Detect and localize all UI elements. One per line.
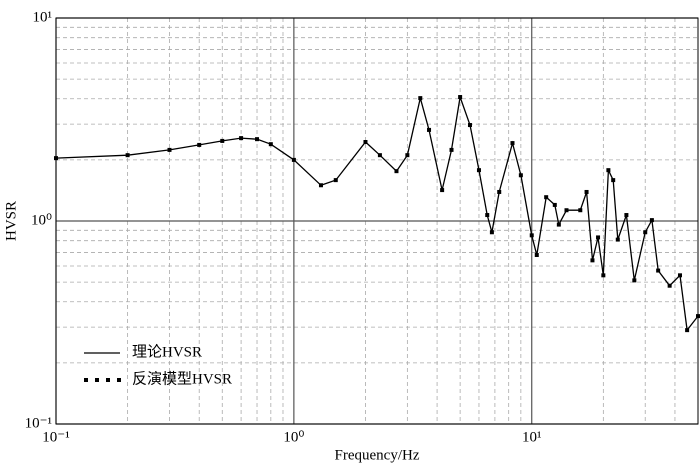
- data-point: [611, 178, 616, 183]
- data-point: [427, 127, 432, 132]
- data-point: [449, 147, 454, 152]
- data-point: [606, 168, 611, 173]
- data-point: [458, 95, 463, 100]
- data-point: [476, 168, 481, 173]
- data-point: [529, 233, 534, 238]
- data-point: [649, 218, 654, 223]
- data-point: [54, 156, 58, 161]
- data-point: [534, 253, 539, 258]
- legend-label: 理论HVSR: [132, 343, 202, 360]
- data-point: [518, 173, 523, 178]
- legend-marker: [106, 378, 110, 382]
- plot-frame: [55, 17, 699, 425]
- data-point: [497, 189, 502, 194]
- data-point: [601, 273, 606, 278]
- legend-marker: [84, 378, 88, 382]
- x-tick-label: 10⁰: [283, 429, 304, 445]
- series-line: [55, 96, 699, 332]
- x-axis-label: Frequency/Hz: [335, 447, 420, 463]
- data-point: [656, 268, 661, 273]
- data-point: [677, 273, 682, 278]
- data-point: [268, 142, 273, 147]
- data-point: [510, 141, 515, 146]
- data-point: [685, 328, 690, 333]
- data-point: [418, 96, 423, 101]
- data-point: [318, 183, 323, 188]
- data-point: [255, 137, 260, 142]
- data-point: [239, 136, 244, 141]
- data-point: [596, 235, 601, 240]
- y-axis-label: HVSR: [3, 201, 19, 241]
- data-point: [197, 142, 202, 147]
- data-point: [394, 169, 399, 174]
- data-point: [363, 139, 368, 144]
- data-point: [667, 283, 672, 288]
- data-point: [590, 258, 595, 263]
- data-point: [615, 237, 620, 242]
- data-point: [489, 230, 494, 235]
- legend-marker: [95, 378, 99, 382]
- data-point: [485, 213, 490, 218]
- data-point: [578, 208, 583, 213]
- data-point: [564, 208, 569, 213]
- data-point: [291, 157, 296, 162]
- data-point: [440, 188, 445, 193]
- x-tick-label: 10¹: [522, 429, 542, 445]
- data-point: [552, 202, 557, 207]
- y-tick-label: 10⁻¹: [25, 415, 52, 431]
- data-point: [632, 278, 637, 283]
- y-tick-label: 10¹: [33, 9, 53, 25]
- data-point: [167, 147, 172, 152]
- x-tick-label: 10⁻¹: [42, 429, 69, 445]
- data-point: [220, 138, 225, 143]
- data-point: [467, 123, 472, 128]
- legend-label: 反演模型HVSR: [132, 370, 232, 387]
- data-point: [643, 230, 648, 235]
- data-point: [405, 153, 410, 158]
- data-point: [333, 178, 338, 183]
- data-point: [377, 153, 382, 158]
- data-point: [125, 153, 130, 158]
- data-point: [624, 213, 629, 218]
- legend-marker: [117, 378, 121, 382]
- y-tick-label: 10⁰: [31, 212, 52, 228]
- data-point: [696, 314, 700, 319]
- data-point: [584, 189, 589, 194]
- data-point: [556, 222, 561, 227]
- data-point: [544, 195, 549, 200]
